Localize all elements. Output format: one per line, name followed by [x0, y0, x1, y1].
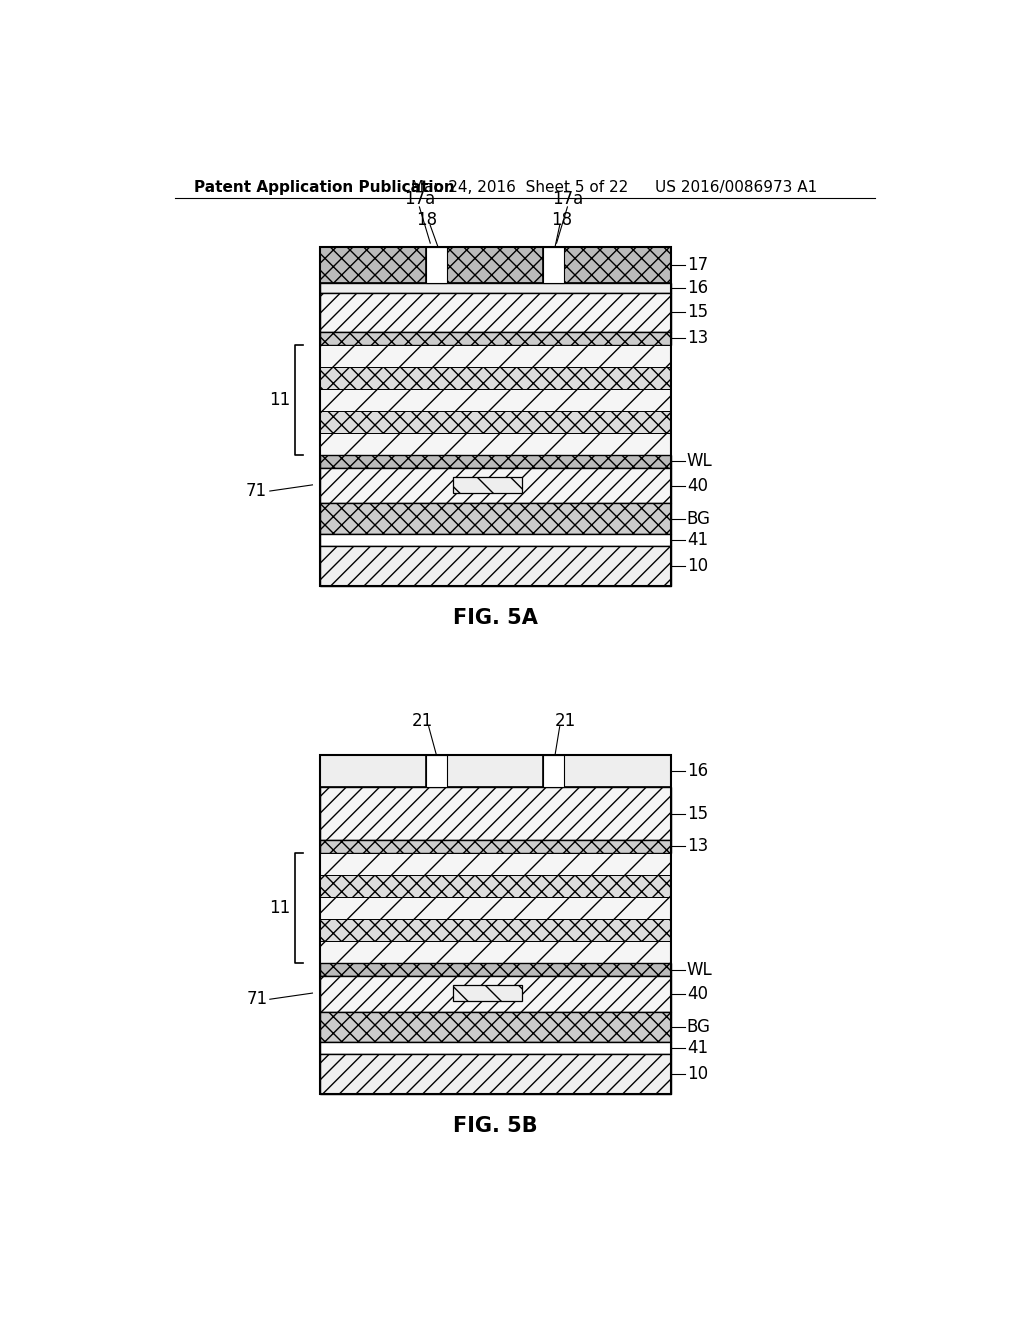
- Text: 15: 15: [687, 304, 708, 321]
- Text: 13: 13: [687, 837, 708, 855]
- Text: WL: WL: [687, 961, 713, 978]
- Text: 10: 10: [687, 557, 708, 574]
- Bar: [321, 367, 671, 389]
- Bar: [426, 755, 447, 788]
- Text: 18: 18: [417, 211, 437, 228]
- Bar: [321, 284, 671, 293]
- Bar: [321, 455, 671, 469]
- Bar: [321, 345, 671, 367]
- Bar: [447, 247, 543, 284]
- Bar: [321, 1043, 671, 1053]
- Text: 11: 11: [269, 899, 291, 917]
- Text: 17a: 17a: [552, 190, 583, 209]
- Bar: [453, 478, 522, 492]
- Text: 13: 13: [687, 329, 708, 347]
- Bar: [321, 755, 671, 1094]
- Text: 40: 40: [687, 985, 708, 1003]
- Text: 21: 21: [412, 711, 433, 730]
- Bar: [453, 985, 522, 1001]
- Bar: [321, 247, 426, 284]
- Bar: [321, 1053, 671, 1094]
- Bar: [321, 941, 671, 964]
- Bar: [564, 247, 671, 284]
- Text: 17: 17: [687, 256, 708, 275]
- Bar: [321, 840, 671, 853]
- Text: 16: 16: [687, 763, 708, 780]
- Bar: [543, 755, 564, 788]
- Text: WL: WL: [687, 453, 713, 470]
- Text: BG: BG: [687, 510, 711, 528]
- Text: 18: 18: [551, 211, 571, 228]
- Bar: [564, 755, 671, 788]
- Bar: [321, 545, 671, 586]
- Text: Mar. 24, 2016  Sheet 5 of 22: Mar. 24, 2016 Sheet 5 of 22: [411, 180, 628, 195]
- Text: 21: 21: [554, 711, 575, 730]
- Text: FIG. 5B: FIG. 5B: [453, 1117, 538, 1137]
- Text: 17a: 17a: [403, 190, 435, 209]
- Text: FIG. 5A: FIG. 5A: [453, 609, 538, 628]
- Bar: [543, 247, 564, 284]
- Bar: [321, 964, 671, 975]
- Text: US 2016/0086973 A1: US 2016/0086973 A1: [655, 180, 817, 195]
- Bar: [321, 755, 426, 788]
- Text: 41: 41: [687, 531, 708, 549]
- Bar: [321, 853, 671, 875]
- Bar: [321, 293, 671, 331]
- Bar: [321, 247, 671, 586]
- Text: 71: 71: [246, 482, 266, 500]
- Bar: [447, 755, 543, 788]
- Bar: [321, 411, 671, 433]
- Bar: [321, 977, 671, 1011]
- Text: 41: 41: [687, 1039, 708, 1057]
- Bar: [321, 919, 671, 941]
- Bar: [321, 535, 671, 545]
- Bar: [321, 433, 671, 455]
- Text: 40: 40: [687, 477, 708, 495]
- Bar: [321, 503, 671, 535]
- Bar: [321, 898, 671, 919]
- Bar: [321, 788, 671, 840]
- Bar: [426, 247, 447, 284]
- Text: 16: 16: [687, 279, 708, 297]
- Text: BG: BG: [687, 1018, 711, 1036]
- Text: 10: 10: [687, 1065, 708, 1082]
- Bar: [321, 331, 671, 345]
- Bar: [321, 469, 671, 503]
- Text: 15: 15: [687, 805, 708, 822]
- Text: 71: 71: [247, 990, 267, 1008]
- Bar: [321, 389, 671, 411]
- Bar: [321, 875, 671, 898]
- Text: Patent Application Publication: Patent Application Publication: [194, 180, 455, 195]
- Bar: [321, 1011, 671, 1043]
- Text: 11: 11: [269, 391, 291, 409]
